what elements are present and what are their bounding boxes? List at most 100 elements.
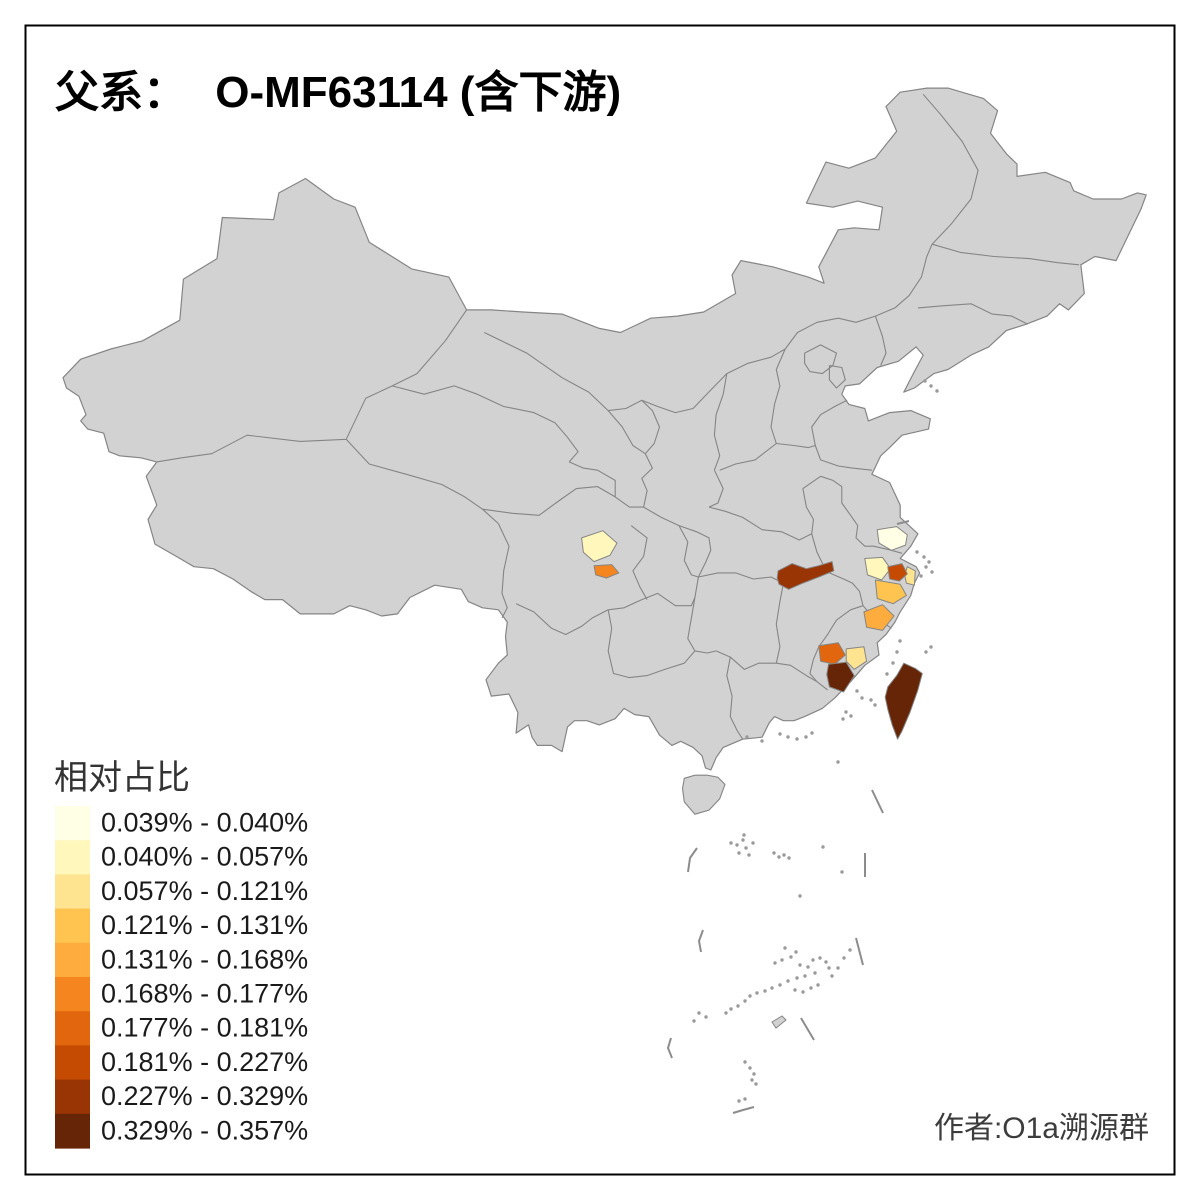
island-dot	[743, 1097, 747, 1101]
island-dot	[748, 994, 752, 998]
island-dot	[745, 735, 749, 739]
province-border	[719, 443, 777, 471]
legend-label: 0.057% - 0.121%	[101, 876, 308, 906]
map-region-class-8	[887, 563, 908, 582]
attribution: 作者:O1a溯源群	[934, 1112, 1149, 1145]
island-dot	[821, 845, 825, 849]
island-dash	[896, 520, 910, 525]
island-dot	[752, 1072, 756, 1076]
legend-label: 0.039% - 0.040%	[101, 808, 308, 838]
page-title: 父系： O-MF63114 (含下游)	[55, 67, 621, 118]
island-dot	[798, 894, 802, 898]
island-dot	[787, 856, 791, 860]
island-dot	[786, 979, 790, 983]
map-region-class-6	[593, 564, 620, 579]
province-border	[776, 399, 848, 449]
island-dot	[935, 389, 939, 393]
island-dot	[816, 983, 820, 987]
island-dot	[860, 696, 864, 700]
island-dot	[830, 974, 834, 978]
province-border	[678, 525, 699, 578]
island-dot	[923, 379, 927, 383]
province-border	[715, 650, 818, 683]
island-dot	[724, 1011, 728, 1015]
legend-swatch	[55, 1045, 90, 1081]
island-dot	[755, 991, 759, 995]
island-dot	[786, 735, 790, 739]
province-border	[607, 609, 696, 679]
island-dash	[800, 1017, 815, 1041]
island-dot	[885, 672, 889, 676]
island-dot	[836, 966, 840, 970]
legend-label: 0.121% - 0.131%	[101, 910, 308, 940]
island-dot	[763, 989, 767, 993]
island-dot	[848, 948, 852, 952]
map-region-class-10	[826, 661, 855, 693]
island-dot	[841, 717, 845, 721]
legend-label: 0.181% - 0.227%	[101, 1047, 308, 1077]
island-dot	[743, 1060, 747, 1064]
legend-label: 0.227% - 0.329%	[101, 1081, 308, 1111]
island-dot	[922, 555, 926, 559]
legend-swatch	[55, 908, 90, 944]
island-dash	[855, 937, 864, 966]
island-dot	[697, 1011, 701, 1015]
province-border	[708, 475, 821, 541]
island-dot	[818, 956, 822, 960]
island-dot	[737, 1099, 741, 1103]
island-dot	[742, 833, 746, 837]
province-border	[497, 523, 510, 619]
province-border	[922, 93, 979, 245]
island-dot	[924, 650, 928, 654]
island-dot	[840, 870, 844, 874]
province-border	[515, 603, 609, 636]
map-layer	[62, 87, 1147, 1114]
map-region-class-3	[904, 566, 916, 586]
island-dot	[704, 1015, 708, 1019]
island-dot	[692, 1019, 696, 1023]
island-dot	[798, 963, 802, 967]
island-dot	[789, 955, 793, 959]
island-dot	[801, 990, 805, 994]
province-border	[708, 469, 724, 508]
island-dot	[844, 710, 848, 714]
map-region-class-4	[874, 579, 907, 605]
province-border	[726, 656, 744, 740]
island-dot	[729, 1007, 733, 1011]
legend-swatch	[55, 840, 90, 875]
legend-label: 0.040% - 0.057%	[101, 842, 308, 872]
island-dot	[827, 966, 831, 970]
island-dot	[744, 846, 748, 850]
island-dot	[795, 976, 799, 980]
island-dot	[794, 950, 798, 954]
island-dot	[811, 958, 815, 962]
legend-swatch	[55, 1011, 90, 1046]
province-border	[804, 344, 838, 375]
island-dot	[809, 986, 813, 990]
island-dot	[782, 853, 786, 857]
province-border	[931, 243, 1080, 266]
island-dash	[687, 847, 698, 873]
island-dot	[919, 574, 923, 578]
province-border	[641, 453, 653, 508]
island-dot	[735, 843, 739, 847]
legend-swatch	[55, 1113, 90, 1149]
island-dot	[778, 732, 782, 736]
island-dash	[732, 1106, 755, 1114]
title-prefix: 父系：	[55, 67, 187, 118]
province-border	[643, 506, 712, 578]
island-dot	[929, 645, 933, 649]
island-dash	[666, 1037, 673, 1059]
island-dot	[924, 565, 928, 569]
island-dot	[777, 855, 781, 859]
island-dot	[836, 760, 840, 764]
legend-swatch	[55, 806, 90, 841]
island-dot	[795, 737, 799, 741]
island-dot	[751, 841, 755, 845]
legend-label: 0.131% - 0.168%	[101, 944, 308, 974]
province-border	[713, 373, 728, 471]
map-region-class-3	[845, 646, 868, 670]
figure-frame	[24, 24, 1176, 1176]
island-dot	[750, 1078, 754, 1082]
